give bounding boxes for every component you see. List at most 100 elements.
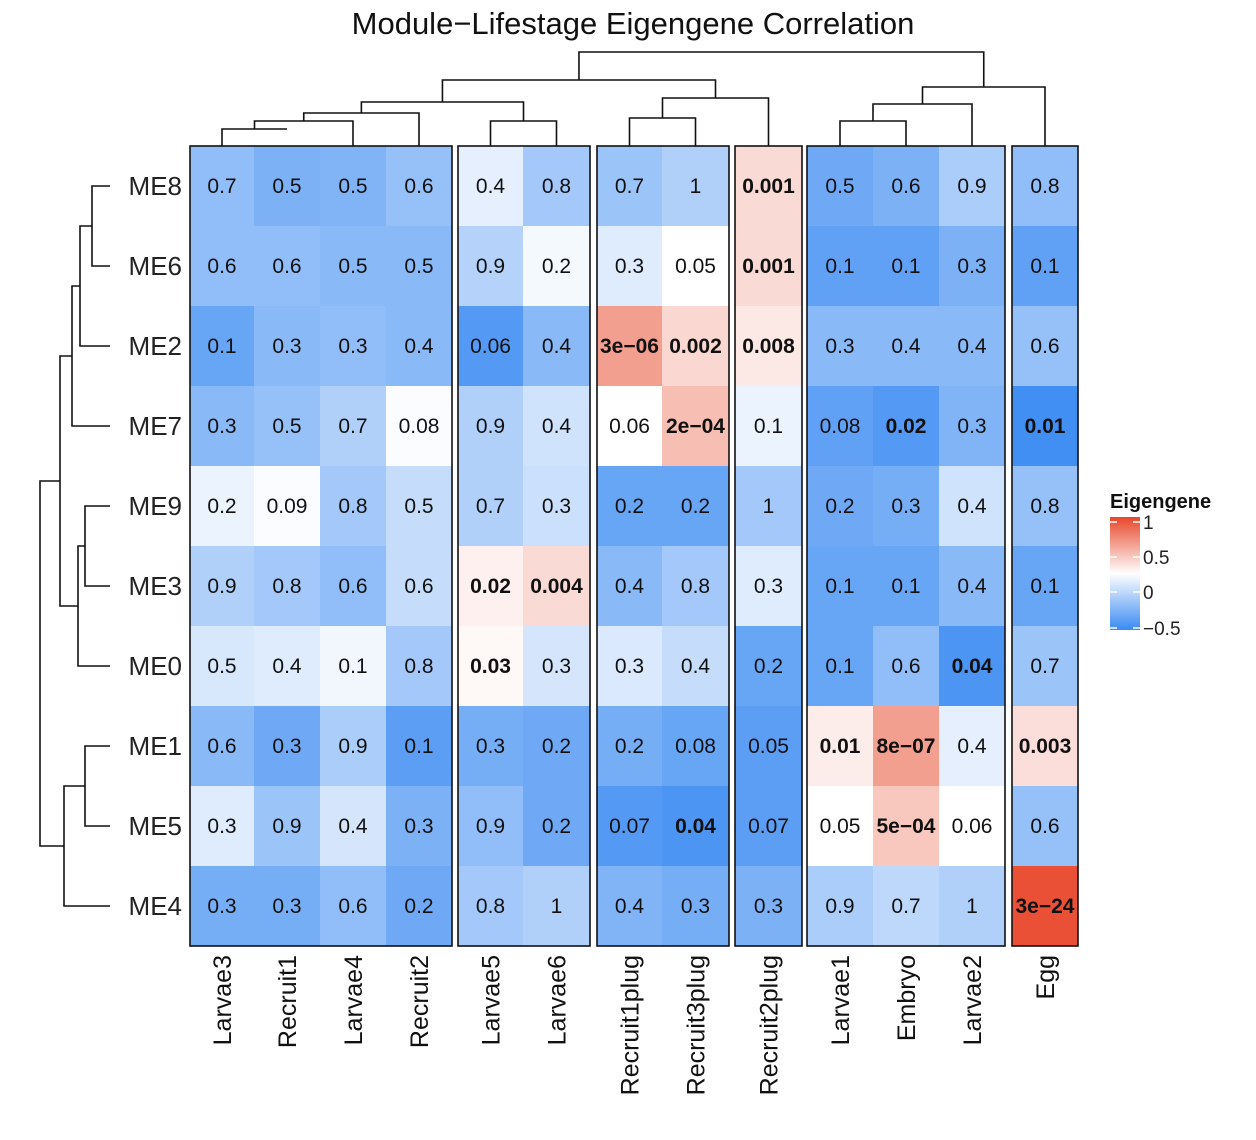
- heatmap-cell: [873, 146, 939, 226]
- heatmap-cell: [320, 146, 386, 226]
- heatmap-cell: [807, 466, 873, 546]
- cell-value-label: 0.1: [207, 335, 236, 358]
- heatmap-cell: [873, 226, 939, 306]
- cell-value-label: 0.4: [681, 655, 711, 678]
- column-label: Larvae3: [209, 955, 237, 1045]
- heatmap-cell: [320, 786, 386, 866]
- heatmap-cell: [735, 226, 802, 306]
- cell-value-label: 0.008: [742, 335, 795, 358]
- cell-value-label: 1: [763, 495, 775, 518]
- legend-tick-label: 0.5: [1143, 548, 1169, 569]
- legend-title: Eigengene: [1110, 491, 1211, 513]
- cell-value-label: 0.2: [542, 255, 571, 278]
- heatmap-cell: [386, 866, 452, 946]
- cell-value-label: 0.4: [404, 335, 434, 358]
- cell-value-label: 0.9: [957, 175, 986, 198]
- heatmap-cell: [597, 626, 662, 706]
- heatmap-cell: [597, 146, 662, 226]
- cell-value-label: 0.3: [615, 655, 644, 678]
- heatmap-cell: [662, 706, 729, 786]
- cell-value-label: 0.4: [615, 895, 645, 918]
- row-label: ME9: [129, 491, 182, 521]
- cell-value-label: 0.4: [272, 655, 302, 678]
- heatmap-cell: [807, 786, 873, 866]
- heatmap-cell: [320, 546, 386, 626]
- cell-value-label: 0.3: [825, 335, 854, 358]
- cell-value-label: 0.5: [338, 175, 367, 198]
- row-dendrogram-link: [71, 285, 110, 427]
- cell-value-label: 0.1: [825, 655, 854, 678]
- heatmap-cell: [735, 546, 802, 626]
- heatmap-cell: [190, 466, 254, 546]
- heatmap-cell: [320, 626, 386, 706]
- cell-value-label: 0.4: [957, 575, 987, 598]
- heatmap-cell: [458, 466, 523, 546]
- cell-value-label: 0.4: [615, 575, 645, 598]
- cell-value-label: 0.07: [609, 815, 650, 838]
- row-label: ME6: [129, 251, 182, 281]
- heatmap-cell: [873, 706, 939, 786]
- cell-value-label: 0.2: [542, 735, 571, 758]
- row-dendrogram-link: [77, 545, 110, 667]
- cell-value-label: 0.05: [675, 255, 716, 278]
- cell-value-label: 0.4: [542, 335, 572, 358]
- cell-value-label: 0.8: [272, 575, 301, 598]
- heatmap-cell: [662, 546, 729, 626]
- cell-value-label: 0.5: [404, 255, 433, 278]
- heatmap-cell: [190, 706, 254, 786]
- column-label: Recruit2: [406, 955, 434, 1048]
- column-dendrogram-link: [921, 86, 1046, 146]
- heatmap-cell: [458, 306, 523, 386]
- cell-value-label: 0.3: [272, 335, 301, 358]
- column-label: Embryo: [893, 955, 921, 1041]
- cell-value-label: 0.5: [825, 175, 854, 198]
- cell-value-label: 0.9: [338, 735, 367, 758]
- column-group-frames: [189, 145, 1079, 947]
- heatmap-cell: [386, 626, 452, 706]
- heatmap-cell: [662, 866, 729, 946]
- cell-value-label: 0.3: [754, 575, 783, 598]
- row-dendrogram: [39, 185, 110, 907]
- heatmap-cell: [523, 866, 590, 946]
- heatmap-cell: [939, 786, 1005, 866]
- column-dendrogram-link: [221, 128, 287, 146]
- cell-value-label: 0.2: [615, 735, 644, 758]
- heatmap-cell: [873, 386, 939, 466]
- column-label: Larvae6: [544, 955, 572, 1045]
- heatmap-cell: [735, 706, 802, 786]
- cell-value-label: 0.1: [338, 655, 367, 678]
- heatmap-cell: [254, 386, 320, 466]
- row-label: ME3: [129, 571, 182, 601]
- heatmap-cell: [254, 466, 320, 546]
- heatmap-cell: [458, 226, 523, 306]
- heatmap-cell: [735, 866, 802, 946]
- cell-value-label: 0.06: [609, 415, 650, 438]
- cell-value-label: 0.03: [470, 655, 511, 678]
- cell-value-label: 0.004: [530, 575, 583, 598]
- column-dendrogram-link: [839, 120, 907, 146]
- heatmap-cell: [807, 546, 873, 626]
- legend-tick-label: 1: [1143, 513, 1154, 534]
- cell-value-label: 0.5: [207, 655, 236, 678]
- cell-value-label: 0.9: [476, 815, 505, 838]
- row-label: ME4: [129, 891, 182, 921]
- cell-value-label: 0.3: [957, 415, 986, 438]
- cell-value-label: 0.3: [207, 815, 236, 838]
- heatmap-cell: [254, 866, 320, 946]
- column-group-frame: [189, 145, 453, 947]
- row-labels: ME8 ME6 ME2 ME7 ME9 ME3 ME0 ME1 ME5 ME4: [129, 171, 182, 921]
- cell-value-label: 0.4: [957, 735, 987, 758]
- row-label: ME1: [129, 731, 182, 761]
- cell-value-label: 0.05: [820, 815, 861, 838]
- column-dendrogram-link: [628, 117, 697, 146]
- heatmap-cell: [597, 306, 662, 386]
- cell-value-label: 0.7: [338, 415, 367, 438]
- cell-value-label: 0.08: [675, 735, 716, 758]
- cell-value-label: 0.4: [338, 815, 368, 838]
- heatmap-cell: [807, 146, 873, 226]
- cell-value-label: 0.1: [754, 415, 783, 438]
- cell-value-label: 0.7: [476, 495, 505, 518]
- column-labels: Larvae3 Recruit1 Larvae4 Recruit2 Larvae5 Lar…: [209, 955, 1060, 1095]
- cell-value-label: 1: [551, 895, 563, 918]
